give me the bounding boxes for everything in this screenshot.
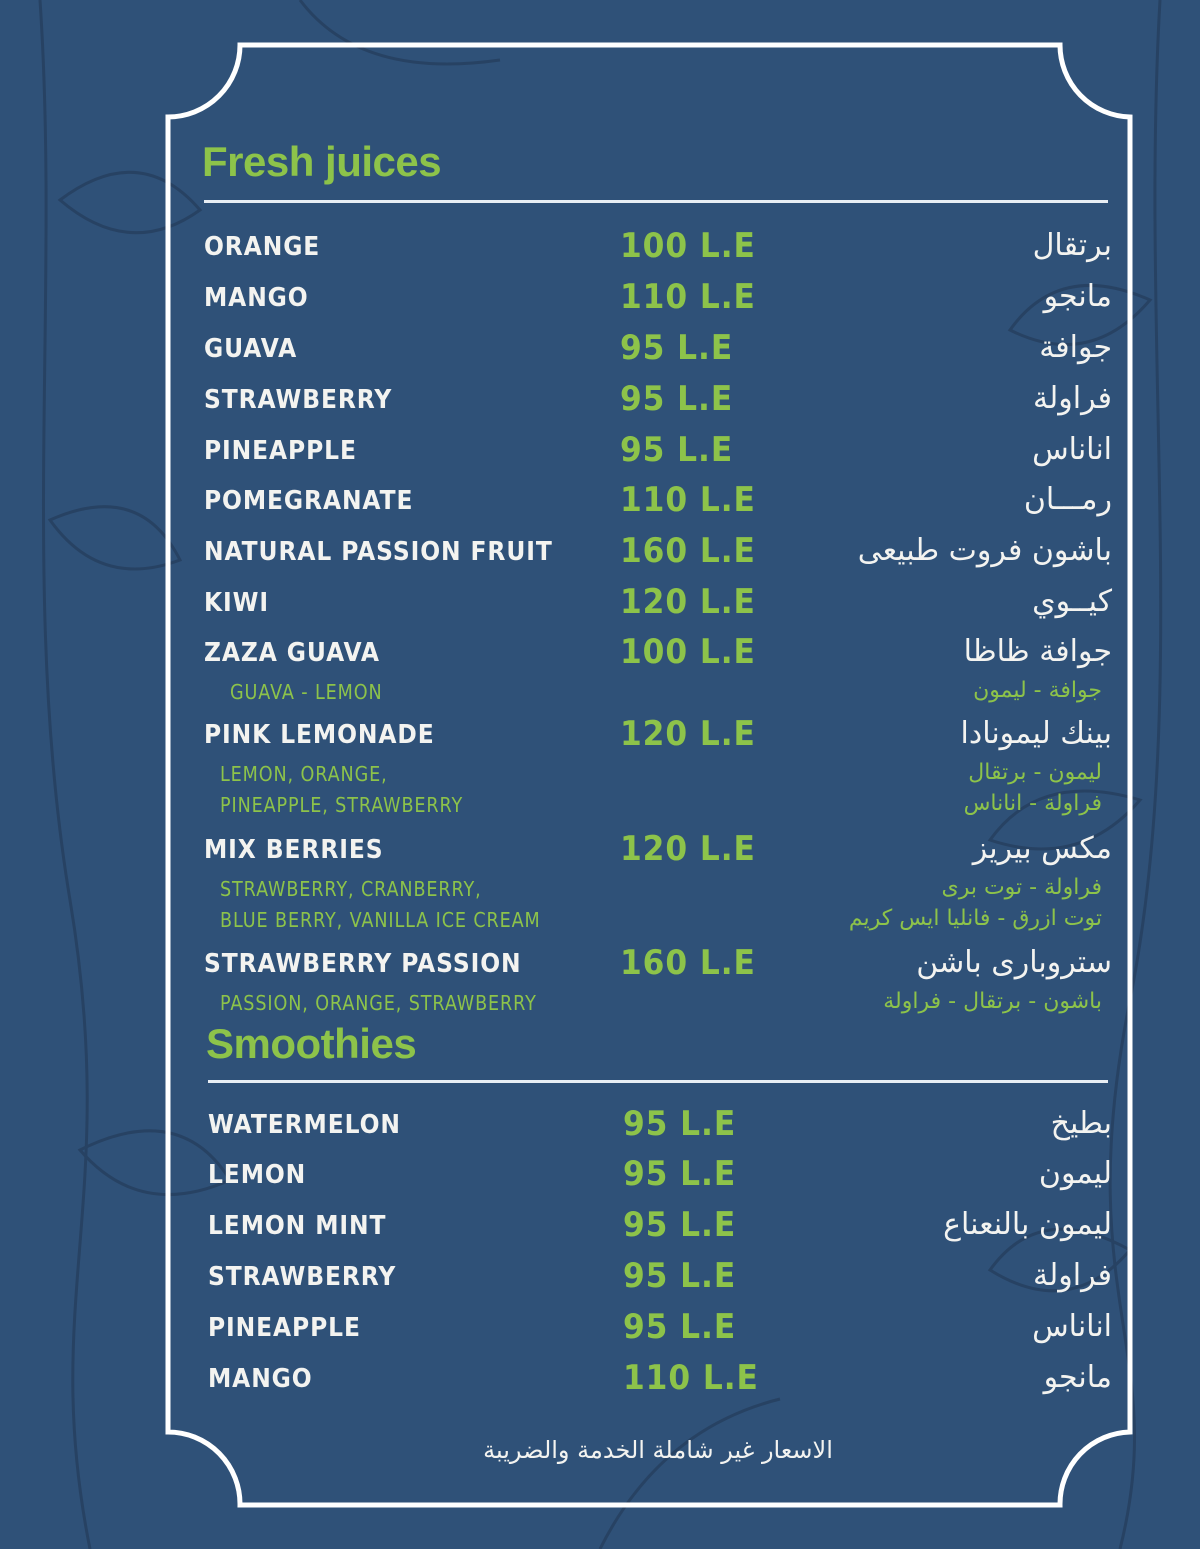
item-name-en: STRAWBERRY: [208, 1262, 397, 1292]
item-name-ar: مانجو: [1043, 1360, 1112, 1395]
item-name-ar: اناناس: [1032, 432, 1112, 467]
item-name-en: NATURAL PASSION FRUIT: [204, 537, 553, 567]
item-ingredients-ar: توت ازرق - فانليا ايس كريم: [848, 906, 1102, 931]
section-title: Fresh juices: [202, 138, 442, 185]
item-name-en: MANGO: [204, 283, 309, 313]
item-price: 160 L.E: [620, 943, 756, 983]
item-price: 95 L.E: [623, 1205, 737, 1245]
item-ingredients-ar: فراولة - اناناس: [963, 791, 1102, 816]
item-price: 110 L.E: [620, 277, 756, 317]
item-price: 110 L.E: [623, 1358, 759, 1398]
item-ingredients-ar: باشون - برتقال - فراولة: [883, 989, 1102, 1014]
item-name-ar: فراولة: [1033, 1258, 1112, 1293]
item-price: 95 L.E: [620, 328, 734, 368]
item-price: 95 L.E: [620, 379, 734, 419]
item-name-en: LEMON MINT: [208, 1211, 387, 1241]
item-ingredients-ar: فراولة - توت برى: [941, 875, 1103, 900]
section-divider: [208, 1080, 1108, 1083]
item-name-en: PINEAPPLE: [208, 1313, 361, 1343]
item-name-en: STRAWBERRY: [204, 385, 393, 415]
item-name-en: KIWI: [204, 588, 269, 618]
item-price: 100 L.E: [620, 632, 756, 672]
item-name-ar: ستروبارى باشن: [916, 945, 1112, 980]
item-price: 120 L.E: [620, 582, 756, 622]
item-price: 95 L.E: [623, 1256, 737, 1296]
item-name-en: MANGO: [208, 1364, 313, 1394]
item-price: 100 L.E: [620, 226, 756, 266]
item-name-en: LEMON: [208, 1160, 307, 1190]
item-price: 120 L.E: [620, 714, 756, 754]
item-price: 160 L.E: [620, 531, 756, 571]
item-ingredients-en: STRAWBERRY, CRANBERRY,: [220, 877, 482, 901]
item-price: 120 L.E: [620, 829, 756, 869]
item-name-en: ORANGE: [204, 232, 321, 262]
section-title: Smoothies: [206, 1020, 417, 1067]
item-ingredients-ar: جوافة - ليمون: [973, 678, 1102, 703]
item-name-en: PINK LEMONADE: [204, 720, 435, 750]
item-ingredients-ar: ليمون - برتقال: [968, 760, 1102, 785]
item-name-en: GUAVA: [204, 334, 298, 364]
footer-note: الاسعار غير شاملة الخدمة والضريبة: [483, 1436, 833, 1464]
item-name-ar: رمـــان: [1023, 482, 1112, 517]
item-name-ar: ليمون: [1038, 1156, 1112, 1191]
item-price: 95 L.E: [620, 430, 734, 470]
item-name-ar: مانجو: [1043, 279, 1112, 314]
item-name-en: PINEAPPLE: [204, 436, 357, 466]
item-name-ar: بينك ليمونادا: [960, 716, 1113, 751]
item-ingredients-en: BLUE BERRY, VANILLA ICE CREAM: [220, 908, 541, 932]
item-name-ar: ليمون بالنعناع: [943, 1207, 1112, 1242]
item-name-en: ZAZA GUAVA: [204, 638, 380, 668]
item-ingredients-en: PASSION, ORANGE, STRAWBERRY: [220, 991, 537, 1015]
item-name-en: STRAWBERRY PASSION: [204, 949, 522, 979]
section-divider: [204, 200, 1108, 203]
item-ingredients-en: GUAVA - LEMON: [230, 680, 383, 704]
item-name-ar: برتقال: [1032, 228, 1112, 263]
item-ingredients-en: PINEAPPLE, STRAWBERRY: [220, 793, 464, 817]
item-ingredients-en: LEMON, ORANGE,: [220, 762, 388, 786]
item-name-en: MIX BERRIES: [204, 835, 384, 865]
item-name-ar: مكس بيريز: [972, 831, 1112, 866]
item-name-ar: باشون فروت طبيعى: [857, 533, 1112, 568]
item-name-ar: كيــوي: [1032, 584, 1112, 619]
item-name-ar: جوافة: [1039, 330, 1112, 365]
item-price: 110 L.E: [620, 480, 756, 520]
item-name-en: WATERMELON: [208, 1110, 401, 1140]
item-name-ar: بطيخ: [1050, 1106, 1112, 1141]
item-name-ar: جوافة ظاظا: [963, 634, 1112, 669]
item-price: 95 L.E: [623, 1154, 737, 1194]
item-price: 95 L.E: [623, 1104, 737, 1144]
item-price: 95 L.E: [623, 1307, 737, 1347]
item-name-en: POMEGRANATE: [204, 486, 414, 516]
item-name-ar: اناناس: [1032, 1309, 1112, 1344]
item-name-ar: فراولة: [1033, 381, 1112, 416]
